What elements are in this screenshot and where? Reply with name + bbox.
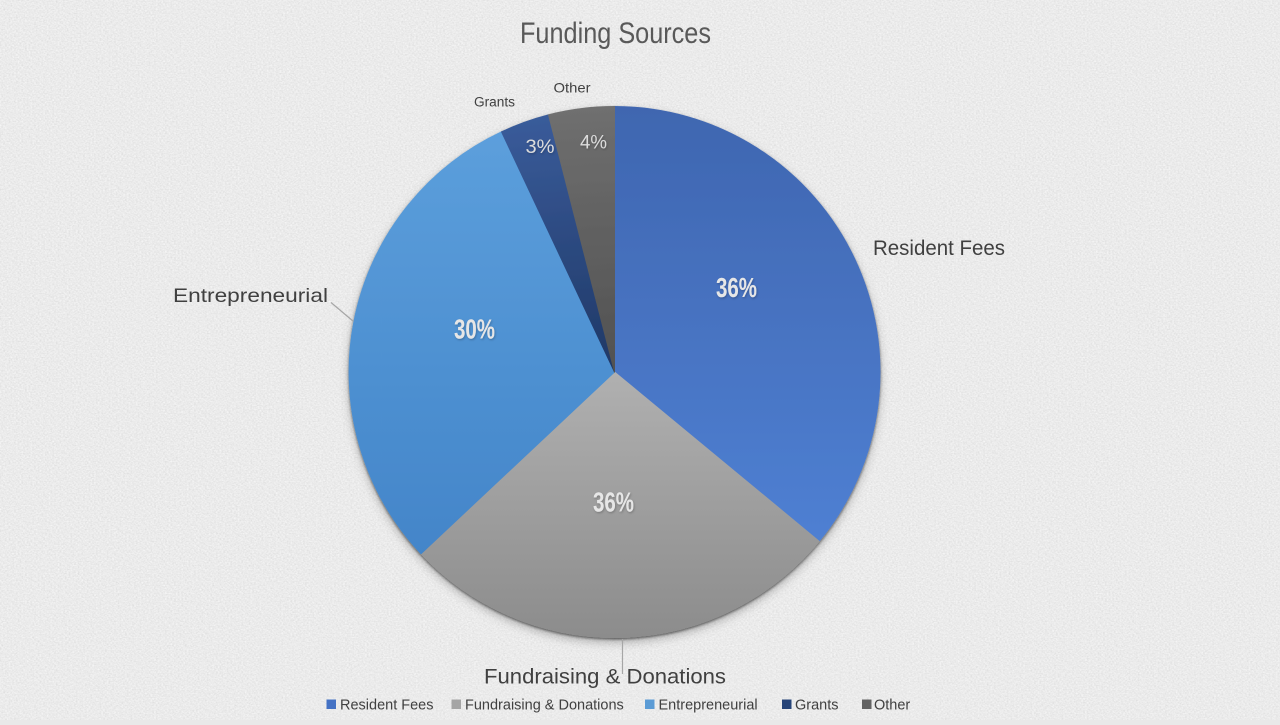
svg-text:Funding Sources: Funding Sources xyxy=(520,17,711,50)
svg-text:Resident Fees: Resident Fees xyxy=(340,698,434,714)
svg-text:30%: 30% xyxy=(454,314,495,345)
svg-text:Other: Other xyxy=(874,698,910,714)
svg-text:Grants: Grants xyxy=(474,94,515,109)
svg-text:3%: 3% xyxy=(526,137,555,158)
svg-text:Fundraising & Donations: Fundraising & Donations xyxy=(484,665,726,689)
svg-text:Entrepreneurial: Entrepreneurial xyxy=(659,698,758,714)
svg-text:Grants: Grants xyxy=(795,698,839,714)
svg-text:Resident Fees: Resident Fees xyxy=(873,237,1005,260)
svg-text:Fundraising & Donations: Fundraising & Donations xyxy=(465,698,624,714)
svg-text:4%: 4% xyxy=(580,133,607,154)
svg-text:Entrepreneurial: Entrepreneurial xyxy=(173,285,328,307)
svg-text:Other: Other xyxy=(554,80,591,96)
svg-text:36%: 36% xyxy=(593,487,634,518)
svg-text:36%: 36% xyxy=(716,272,757,303)
